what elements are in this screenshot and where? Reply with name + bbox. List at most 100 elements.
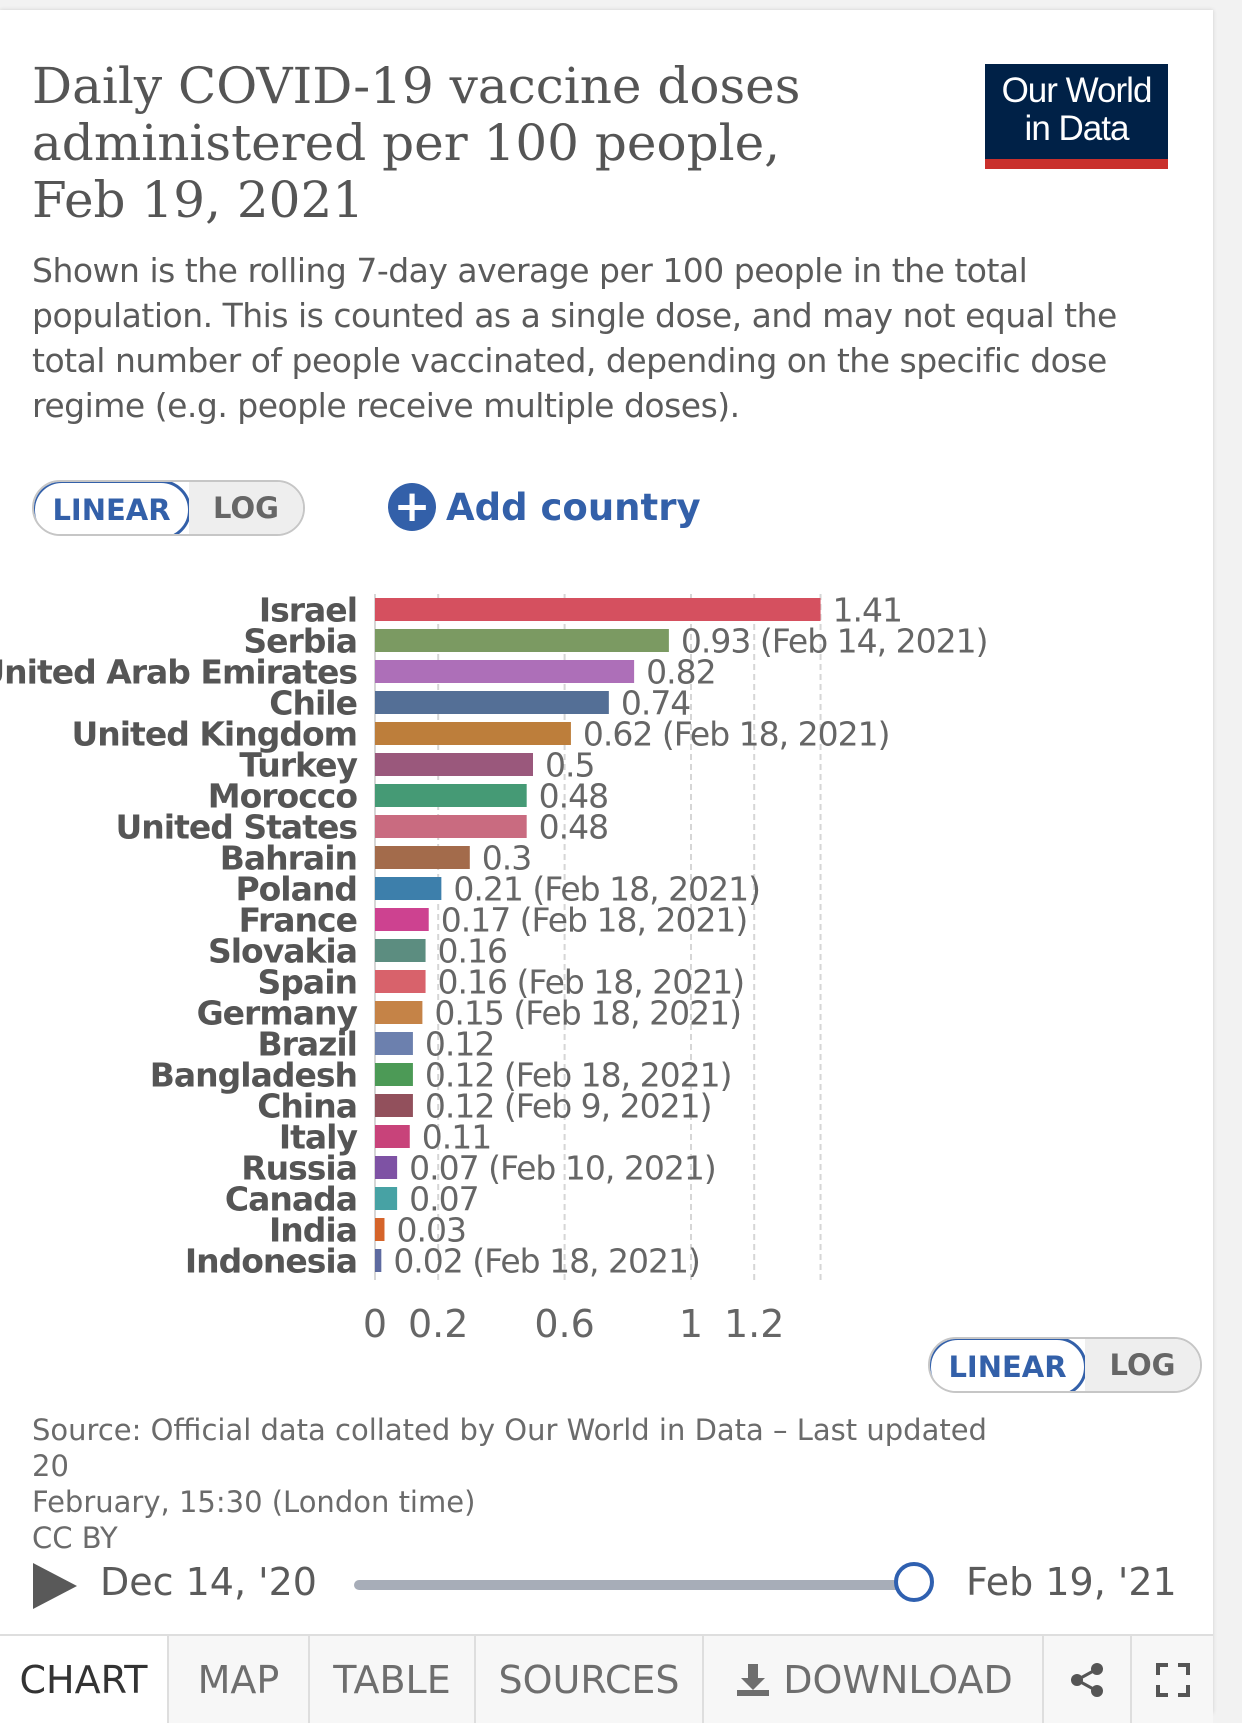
country-label: Germany (197, 994, 358, 1033)
bar (375, 908, 429, 931)
log-scale-button[interactable]: LOG (189, 482, 303, 534)
tab-chart[interactable]: CHART (0, 1636, 167, 1723)
logo-line: in Data (1024, 109, 1130, 148)
country-label: United States (116, 808, 358, 847)
source-line: Source: Official data collated by Our Wo… (32, 1413, 987, 1483)
country-label: India (269, 1211, 357, 1250)
tab-download[interactable]: DOWNLOAD (702, 1636, 1042, 1723)
value-labels: 1.410.93 (Feb 14, 2021)0.820.740.62 (Feb… (393, 591, 988, 1281)
title-line: administered per 100 people, (32, 114, 781, 172)
country-label: Israel (259, 591, 357, 630)
x-tick-label: 0 (363, 1302, 387, 1340)
timeline: Dec 14, '20 Feb 19, '21 (0, 1550, 1213, 1620)
value-label: 0.07 (Feb 10, 2021) (409, 1149, 716, 1188)
value-label: 0.12 (425, 1025, 494, 1064)
x-tick-label: 1 (679, 1302, 703, 1340)
country-label: Turkey (239, 746, 357, 785)
chart-card: Daily COVID-19 vaccine doses administere… (0, 10, 1213, 1723)
play-icon[interactable] (33, 1563, 77, 1609)
country-label: Slovakia (208, 932, 357, 971)
value-label: 0.93 (Feb 14, 2021) (681, 622, 988, 661)
bar (375, 846, 470, 869)
tab-sources[interactable]: SOURCES (474, 1636, 702, 1723)
value-label: 0.3 (482, 839, 531, 878)
source-line: February, 15:30 (London time) (32, 1485, 476, 1519)
source-note: Source: Official data collated by Our Wo… (32, 1412, 1032, 1556)
value-label: 0.5 (545, 746, 594, 785)
country-label: Bahrain (220, 839, 357, 878)
bar (375, 1156, 398, 1179)
tab-map[interactable]: MAP (167, 1636, 308, 1723)
bar (375, 1249, 382, 1272)
x-tick-label: 1.2 (724, 1302, 784, 1340)
share-button[interactable] (1042, 1636, 1130, 1723)
bar (375, 877, 442, 900)
bar (375, 1001, 423, 1024)
country-label: Canada (225, 1180, 357, 1219)
bar (375, 939, 426, 962)
scale-toggle-bottom: LINEAR LOG (928, 1337, 1202, 1393)
chart-title: Daily COVID-19 vaccine doses administere… (32, 58, 932, 229)
country-label: Indonesia (185, 1242, 357, 1281)
owid-logo[interactable]: Our World in Data (985, 64, 1168, 169)
linear-scale-button[interactable]: LINEAR (930, 1339, 1087, 1391)
title-line: Daily COVID-19 vaccine doses (32, 57, 801, 115)
bar (375, 1032, 413, 1055)
value-label: 0.48 (539, 808, 608, 847)
value-label: 0.12 (Feb 18, 2021) (425, 1056, 732, 1095)
bar (375, 815, 527, 838)
value-label: 0.82 (646, 653, 715, 692)
bar (375, 660, 635, 683)
country-label: Italy (279, 1118, 358, 1157)
value-label: 0.03 (396, 1211, 465, 1250)
bar (375, 784, 527, 807)
country-label: Brazil (257, 1025, 357, 1064)
plus-icon: + (388, 483, 436, 531)
tab-label: DOWNLOAD (783, 1657, 1013, 1702)
log-scale-button[interactable]: LOG (1085, 1339, 1200, 1391)
value-label: 0.48 (539, 777, 608, 816)
timeline-track[interactable] (354, 1580, 914, 1590)
bar (375, 691, 609, 714)
timeline-start-date: Dec 14, '20 (100, 1560, 317, 1604)
linear-scale-button[interactable]: LINEAR (34, 482, 191, 534)
value-label: 0.15 (Feb 18, 2021) (434, 994, 741, 1033)
country-label: Poland (235, 870, 357, 909)
fullscreen-icon (1155, 1662, 1190, 1697)
title-line: Feb 19, 2021 (32, 171, 365, 229)
country-label: Bangladesh (150, 1056, 357, 1095)
footer-tabs: CHART MAP TABLE SOURCES DOWNLOAD (0, 1634, 1213, 1723)
country-label: United Arab Emirates (0, 653, 357, 692)
timeline-handle[interactable] (894, 1562, 934, 1602)
value-label: 0.62 (Feb 18, 2021) (583, 715, 890, 754)
country-label: United Kingdom (71, 715, 357, 754)
bar (375, 1187, 398, 1210)
bars (375, 598, 821, 1272)
country-label: Serbia (243, 622, 357, 661)
country-label: France (239, 901, 357, 940)
bar (375, 629, 669, 652)
bar (375, 722, 571, 745)
value-label: 0.74 (621, 684, 690, 723)
license-link[interactable]: CC BY (32, 1521, 118, 1555)
country-label: Russia (241, 1149, 357, 1188)
timeline-end-date: Feb 19, '21 (966, 1560, 1177, 1604)
share-icon (1071, 1662, 1103, 1697)
value-label: 0.12 (Feb 9, 2021) (425, 1087, 712, 1126)
bar (375, 598, 821, 621)
country-label: China (257, 1087, 357, 1126)
scale-toggle: LINEAR LOG (32, 480, 305, 536)
fullscreen-button[interactable] (1130, 1636, 1213, 1723)
add-country-button[interactable]: + Add country (388, 480, 701, 534)
x-tick-label: 0.2 (408, 1302, 468, 1340)
tab-table[interactable]: TABLE (308, 1636, 474, 1723)
download-icon (737, 1663, 770, 1696)
country-label: Chile (269, 684, 357, 723)
tab-label: SOURCES (498, 1657, 680, 1702)
tab-label: TABLE (333, 1657, 451, 1702)
value-label: 0.21 (Feb 18, 2021) (453, 870, 760, 909)
add-country-label: Add country (446, 485, 701, 529)
tab-label: CHART (19, 1657, 148, 1702)
chart-subtitle: Shown is the rolling 7-day average per 1… (32, 251, 1117, 425)
